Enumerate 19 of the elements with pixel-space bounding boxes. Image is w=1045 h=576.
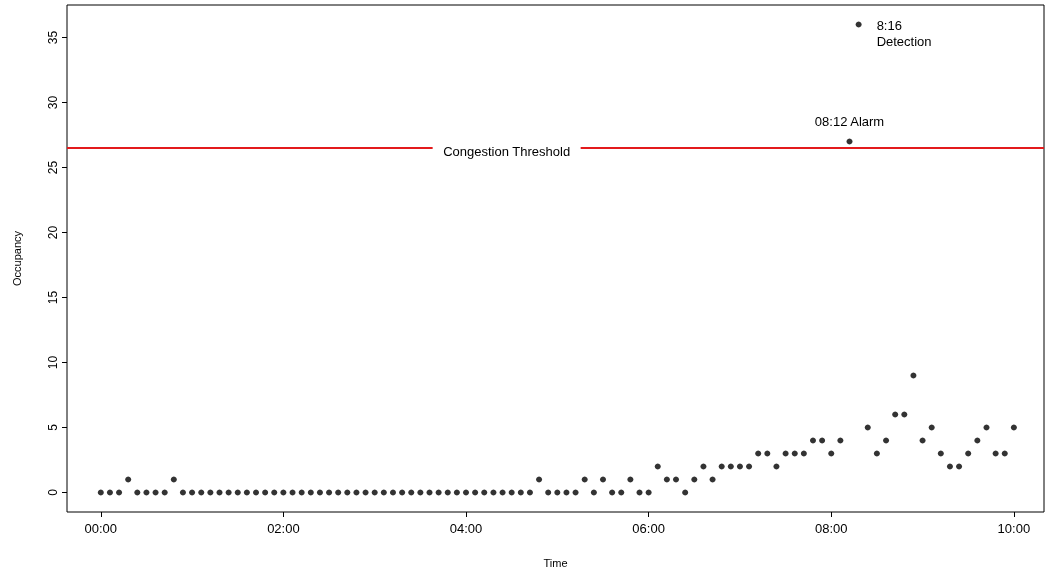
y-tick-label: 20 bbox=[46, 225, 60, 240]
x-tick-label: 00:00 bbox=[84, 521, 118, 536]
x-tick-label: 06:00 bbox=[632, 521, 665, 536]
y-tick-label: 15 bbox=[46, 290, 60, 305]
ref-line-label: Congestion Threshold bbox=[443, 143, 571, 159]
y-axis-title: Occupancy bbox=[10, 230, 23, 287]
annotation: 08:12 Alarm bbox=[814, 113, 885, 129]
y-tick-label: 30 bbox=[46, 95, 60, 110]
x-tick-label: 08:00 bbox=[814, 521, 848, 536]
x-tick-label: 02:00 bbox=[267, 521, 300, 536]
y-tick-label: 25 bbox=[46, 160, 60, 175]
y-tick-label: 5 bbox=[46, 423, 60, 431]
y-tick-label: 35 bbox=[46, 30, 60, 45]
x-tick-label: 10:00 bbox=[997, 521, 1031, 536]
y-tick-label: 10 bbox=[46, 355, 60, 370]
y-tick-label: 0 bbox=[46, 488, 60, 496]
x-axis-title: Time bbox=[543, 556, 568, 569]
x-tick-label: 04:00 bbox=[449, 521, 483, 536]
annotation: 8:16 Detection bbox=[876, 18, 932, 49]
